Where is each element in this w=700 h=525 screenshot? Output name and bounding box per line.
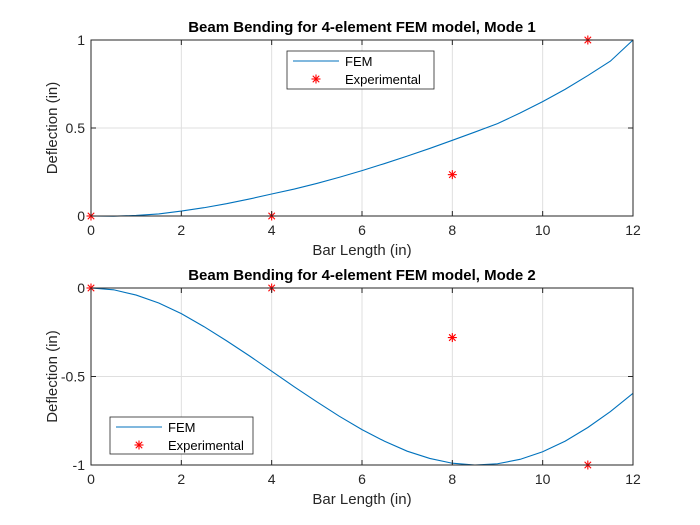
series-line-fem [91,287,633,466]
x-tick-label: 4 [268,222,276,238]
data-point-experimental [447,333,457,343]
legend-box [109,416,254,455]
y-tick-label: -1 [73,457,86,473]
marker-stroke [135,441,143,449]
chart-panel-mode-2: 0 2 4 6 8 10 12 -1 -0.5 0 Beam Bending for 4-eleme… [44,267,641,508]
y-tick-label: 0 [77,280,85,296]
x-tick-label: 8 [448,222,456,238]
x-tick-label: 6 [358,471,366,487]
data-point-experimental [447,170,457,180]
marker-stroke [312,75,320,83]
legend-box [286,50,435,90]
y-axis-label: Deflection (in) [44,330,61,423]
x-tick-label: 10 [535,222,551,238]
x-tick-label: 12 [625,222,641,238]
y-tick-label: 1 [77,32,85,48]
y-tick-label: 0 [77,208,85,224]
marker-stroke [448,333,456,342]
legend-sample-experimental [311,74,321,84]
chart-title: Beam Bending for 4-element FEM model, Mo… [188,19,536,36]
y-tick-label: 0.5 [66,120,86,136]
x-tick-label: 0 [87,222,95,238]
y-tick-label: -0.5 [61,369,85,385]
x-tick-label: 6 [358,222,366,238]
x-tick-label: 4 [268,471,276,487]
chart-title: Beam Bending for 4-element FEM model, Mo… [188,267,536,284]
legend: FEM Experimental [286,50,435,90]
x-axis-label: Bar Length (in) [312,491,411,508]
x-tick-label: 8 [448,471,456,487]
x-tick-label: 10 [535,471,551,487]
legend-label: FEM [345,54,372,69]
x-tick-label: 2 [177,222,185,238]
x-tick-label: 2 [177,471,185,487]
x-axis-label: Bar Length (in) [312,242,411,259]
legend-label: Experimental [168,438,244,453]
legend: FEM Experimental [109,416,254,455]
legend-sample-experimental [134,440,144,450]
legend-label: FEM [168,420,195,435]
x-tick-label: 0 [87,471,95,487]
chart-panel-mode-1: 0 2 4 6 8 10 12 0 0.5 1 Beam Bending for 4-element… [44,19,641,259]
legend-label: Experimental [345,72,421,87]
x-tick-label: 12 [625,471,641,487]
y-axis-label: Deflection (in) [44,82,61,175]
marker-stroke [448,171,456,179]
